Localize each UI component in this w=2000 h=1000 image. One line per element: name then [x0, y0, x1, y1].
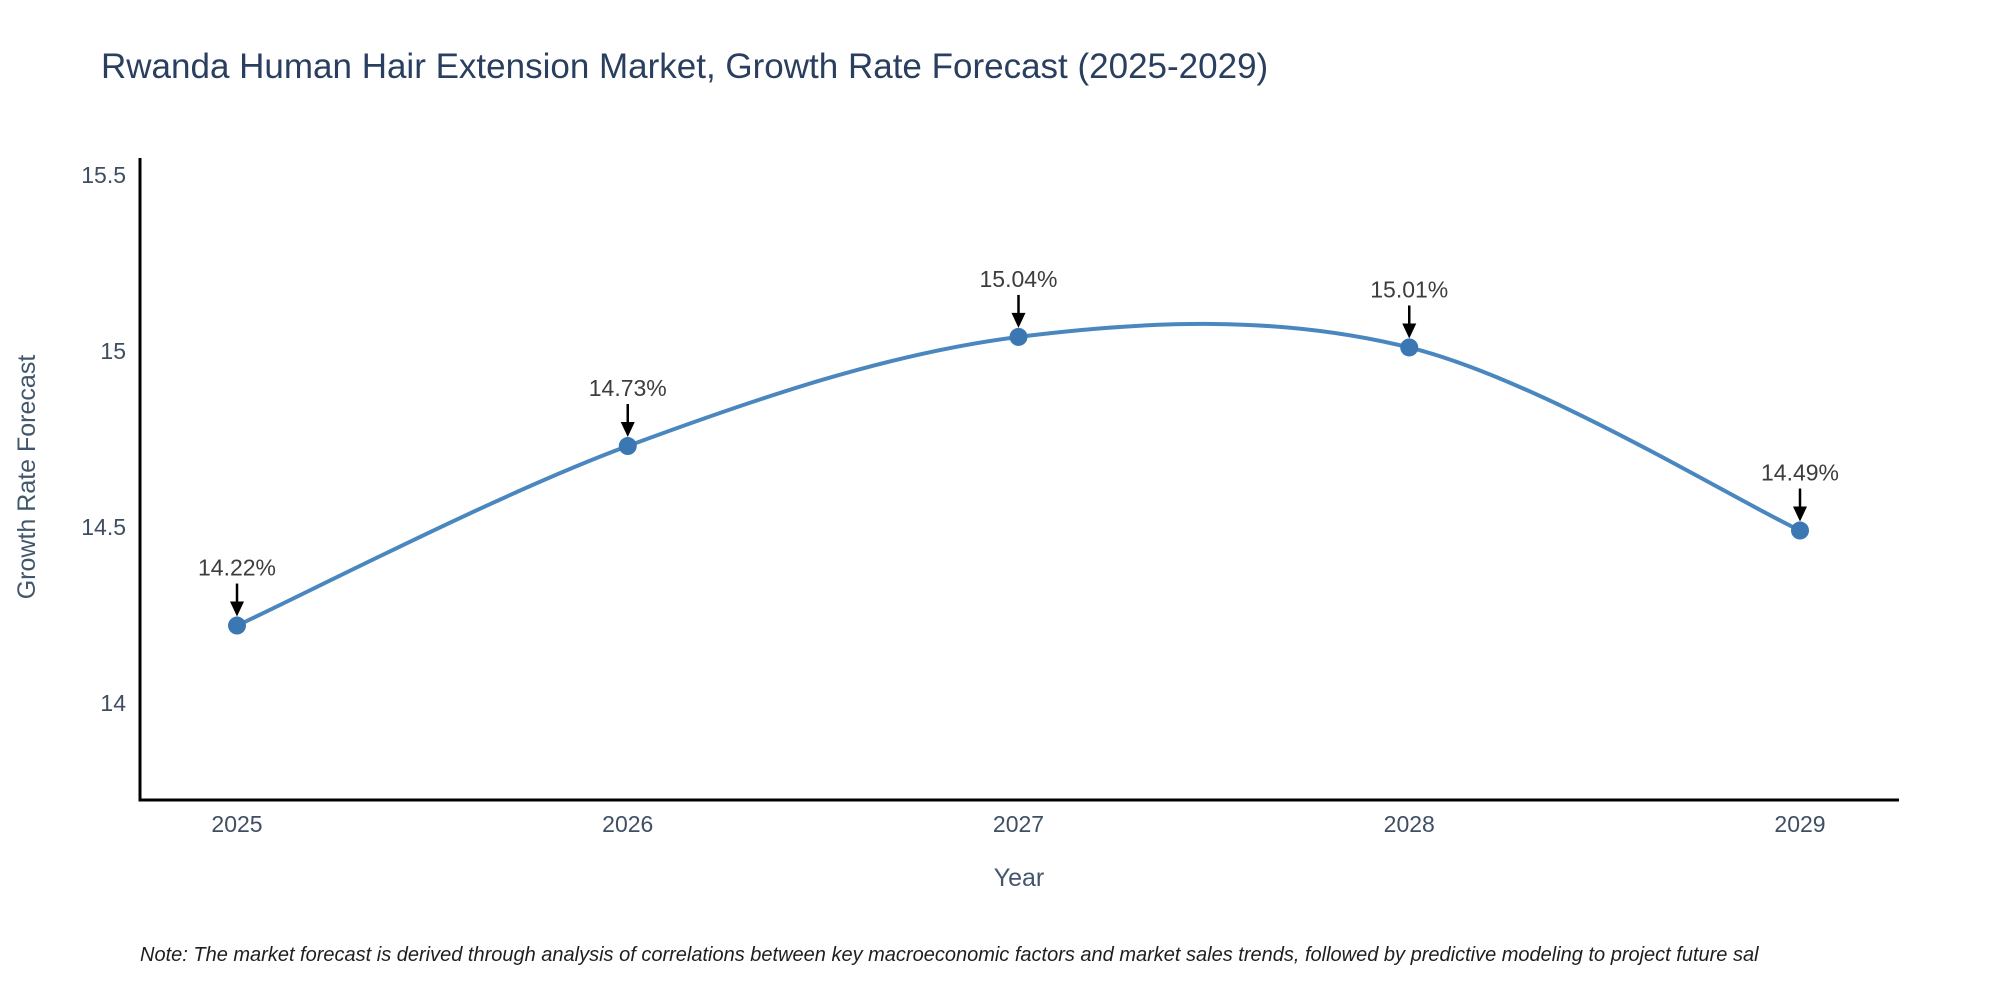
annotation-arrowhead-icon — [1402, 323, 1417, 339]
data-point-marker — [1791, 521, 1809, 540]
annotation-arrowhead-icon — [1011, 312, 1026, 328]
x-axis-ticks: 2025 2026 2027 2028 2029 — [211, 811, 1825, 837]
data-point-markers — [228, 327, 1809, 635]
x-tick-label: 2027 — [993, 811, 1044, 837]
y-tick-label: 14 — [100, 690, 126, 716]
chart-title: Rwanda Human Hair Extension Market, Grow… — [101, 47, 1269, 86]
data-point-value-label: 14.73% — [589, 375, 667, 401]
y-tick-label: 15.5 — [81, 162, 126, 188]
data-point-marker — [618, 437, 637, 456]
x-tick-label: 2025 — [211, 811, 262, 837]
data-point-marker — [1400, 338, 1419, 357]
data-point-value-label: 15.04% — [979, 266, 1057, 292]
data-point-value-label: 14.49% — [1761, 460, 1839, 486]
x-tick-label: 2026 — [602, 811, 653, 837]
y-axis-ticks: 15.5 15 14.5 14 — [81, 162, 126, 716]
footnote: Note: The market forecast is derived thr… — [140, 944, 1759, 966]
x-tick-label: 2028 — [1384, 811, 1435, 837]
annotation-arrowhead-icon — [620, 422, 635, 438]
y-tick-label: 14.5 — [81, 514, 126, 540]
annotation-arrowhead-icon — [230, 601, 244, 617]
series-line-group — [235, 321, 1802, 628]
data-point-annotations: 14.22% 14.73% 15.04% 15.01% 14.49% — [198, 266, 1839, 617]
x-axis-title: Year — [994, 864, 1045, 892]
y-axis-title: Growth Rate Forecast — [13, 355, 41, 600]
series-line — [235, 321, 1802, 628]
x-tick-label: 2029 — [1774, 811, 1825, 837]
data-point-value-label: 15.01% — [1370, 276, 1448, 302]
y-tick-label: 15 — [100, 338, 126, 364]
data-point-value-label: 14.22% — [198, 555, 276, 581]
annotation-arrowhead-icon — [1793, 506, 1807, 522]
data-point-marker — [1009, 327, 1028, 346]
data-point-marker — [228, 616, 246, 635]
